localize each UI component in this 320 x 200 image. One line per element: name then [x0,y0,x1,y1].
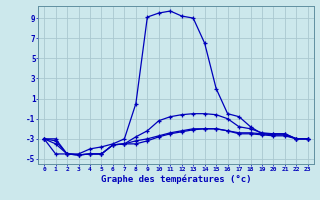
X-axis label: Graphe des températures (°c): Graphe des températures (°c) [101,175,251,184]
